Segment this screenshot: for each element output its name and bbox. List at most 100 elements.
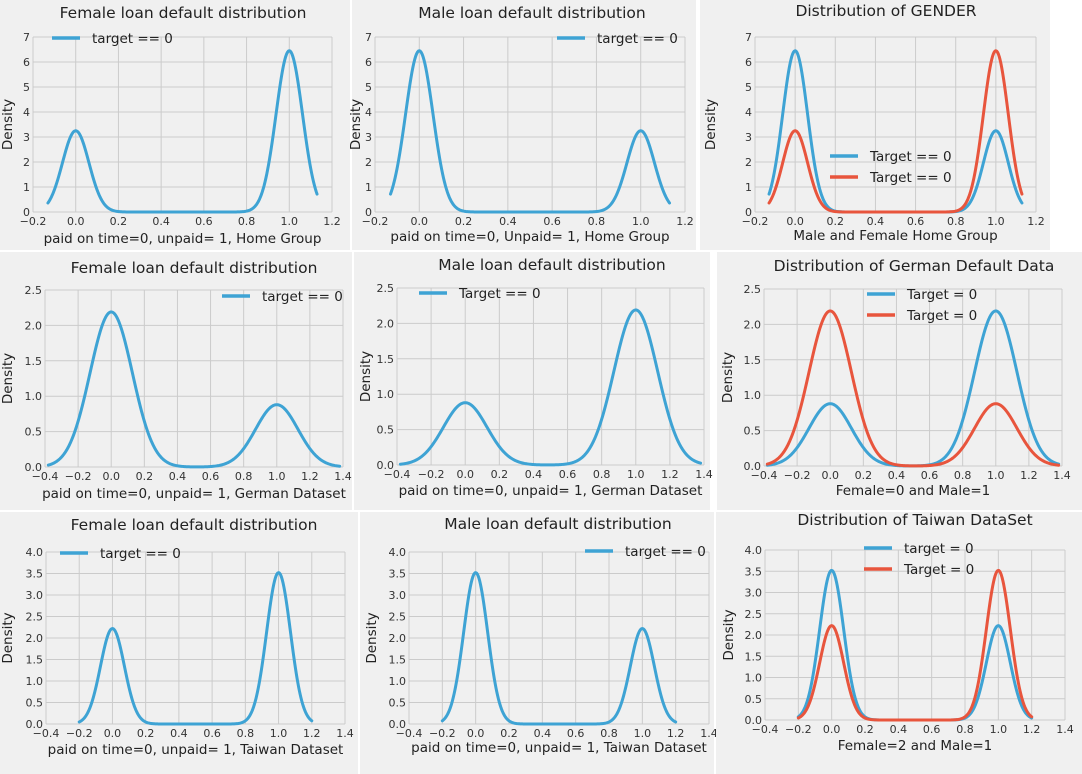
x-tick-label: 0.0 bbox=[786, 215, 804, 228]
y-tick-label: 2.0 bbox=[744, 318, 762, 331]
y-tick-label: 5 bbox=[745, 81, 752, 94]
y-tick-label: 1 bbox=[23, 181, 30, 194]
chart-panel: −0.2 0.0 0.2 0.4 0.6 0.8 1.0 1.2 0 1 2 3 4 5 6 7 target … bbox=[0, 0, 350, 250]
x-tick-label: 0.4 bbox=[867, 215, 885, 228]
legend-label: target == 0 bbox=[597, 31, 678, 47]
x-tick-label: 0.0 bbox=[456, 468, 474, 481]
x-tick-label: 0.6 bbox=[559, 468, 577, 481]
x-tick-label: 1.4 bbox=[1056, 723, 1074, 736]
x-tick-label: 0.2 bbox=[856, 723, 874, 736]
y-axis-label: Density bbox=[720, 352, 736, 403]
y-tick-label: 1.5 bbox=[744, 354, 762, 367]
chart-title: Female loan default distribution bbox=[71, 259, 318, 277]
y-tick-label: 6 bbox=[745, 56, 752, 69]
x-tick-label: 0.2 bbox=[855, 469, 873, 482]
y-tick-label: 0 bbox=[745, 206, 752, 219]
legend-label: target == 0 bbox=[262, 289, 343, 305]
y-tick-label: 0.0 bbox=[377, 459, 395, 472]
y-axis-label: Density bbox=[0, 353, 16, 404]
y-tick-label: 1.5 bbox=[377, 353, 395, 366]
chart-title: Female loan default distribution bbox=[71, 516, 318, 534]
y-tick-label: 6 bbox=[365, 56, 372, 69]
x-axis-label: paid on time=0, unpaid= 1, German Datase… bbox=[399, 483, 703, 499]
y-tick-label: 7 bbox=[365, 31, 372, 44]
x-tick-label: 0.6 bbox=[923, 723, 941, 736]
x-tick-label: 1.0 bbox=[627, 468, 645, 481]
y-tick-label: 4.0 bbox=[745, 544, 763, 557]
y-tick-label: 2.5 bbox=[26, 611, 44, 624]
x-tick-label: 0.4 bbox=[169, 470, 187, 483]
y-tick-label: 3 bbox=[745, 131, 752, 144]
y-tick-label: 2.5 bbox=[377, 282, 395, 295]
x-tick-label: −0.4 bbox=[751, 469, 778, 482]
x-tick-label: 0.0 bbox=[411, 215, 429, 228]
y-tick-label: 1.5 bbox=[26, 654, 44, 667]
y-tick-label: 7 bbox=[745, 31, 752, 44]
x-tick-label: 0.8 bbox=[947, 215, 965, 228]
x-tick-label: 1.4 bbox=[695, 468, 713, 481]
y-tick-label: 2 bbox=[23, 156, 30, 169]
x-tick-label: −0.2 bbox=[785, 723, 812, 736]
x-tick-label: 0.0 bbox=[467, 727, 485, 740]
x-tick-label: 0.8 bbox=[600, 727, 618, 740]
series-line bbox=[765, 309, 1061, 468]
x-tick-label: −0.2 bbox=[784, 469, 811, 482]
y-tick-label: 1 bbox=[365, 181, 372, 194]
x-tick-label: 0.0 bbox=[102, 470, 120, 483]
x-tick-label: 0.6 bbox=[203, 727, 221, 740]
x-tick-label: 0.8 bbox=[954, 469, 972, 482]
chart-svg: −0.4 −0.2 0.0 0.2 0.4 0.6 0.8 1.0 1.2 1.4 0.0 0.5 1.… bbox=[0, 516, 354, 758]
x-tick-label: −0.2 bbox=[362, 215, 389, 228]
chart-panel: −0.4 −0.2 0.0 0.2 0.4 0.6 0.8 1.0 1.2 1.4 0.0 0.5 1.… bbox=[716, 511, 1082, 774]
chart-title: Male loan default distribution bbox=[444, 515, 671, 533]
x-tick-label: 0.0 bbox=[67, 215, 85, 228]
x-axis-label: Female=0 and Male=1 bbox=[836, 483, 991, 499]
x-tick-label: 1.4 bbox=[1053, 469, 1071, 482]
legend-label: Target = 0 bbox=[906, 308, 977, 324]
chart-panel: −0.2 0.0 0.2 0.4 0.6 0.8 1.0 1.2 0 1 2 3 4 5 6 7 Target … bbox=[700, 0, 1050, 250]
y-tick-label: 1.5 bbox=[389, 654, 407, 667]
x-tick-label: −0.2 bbox=[429, 727, 456, 740]
x-tick-label: −0.4 bbox=[384, 468, 411, 481]
chart-panel: −0.4 −0.2 0.0 0.2 0.4 0.6 0.8 1.0 1.2 1.4 0.0 0.5 1.… bbox=[354, 252, 713, 510]
x-axis-label: paid on time=0, unpaid= 1, Taiwan Datase… bbox=[48, 742, 344, 758]
y-tick-label: 4.0 bbox=[389, 546, 407, 559]
x-tick-label: 1.2 bbox=[1027, 215, 1045, 228]
x-axis-label: Male and Female Home Group bbox=[793, 228, 997, 244]
x-tick-label: 1.0 bbox=[281, 215, 299, 228]
legend-label: Target = 0 bbox=[903, 562, 974, 578]
chart-panel: −0.4 −0.2 0.0 0.2 0.4 0.6 0.8 1.0 1.2 1.4 0.0 0.5 1.… bbox=[360, 512, 718, 774]
x-tick-label: 0.8 bbox=[237, 727, 255, 740]
series-line bbox=[398, 308, 703, 467]
y-tick-label: 1.5 bbox=[745, 650, 763, 663]
y-axis-label: Density bbox=[0, 99, 16, 150]
series-line bbox=[440, 571, 678, 726]
y-tick-label: 1.0 bbox=[26, 675, 44, 688]
chart-panel: −0.2 0.0 0.2 0.4 0.6 0.8 1.0 1.2 0 1 2 3 4 5 6 7 target … bbox=[348, 0, 696, 250]
y-tick-label: 2.0 bbox=[377, 317, 395, 330]
legend-label: Target == 0 bbox=[869, 170, 952, 186]
x-tick-label: 0.8 bbox=[238, 215, 256, 228]
chart-title: Female loan default distribution bbox=[60, 4, 307, 22]
legend-label: target == 0 bbox=[92, 31, 173, 47]
y-tick-label: 1.0 bbox=[745, 672, 763, 685]
chart-svg: −0.2 0.0 0.2 0.4 0.6 0.8 1.0 1.2 0 1 2 3 4 5 6 7 target … bbox=[0, 4, 341, 247]
x-tick-label: 1.4 bbox=[700, 727, 718, 740]
x-tick-label: −0.2 bbox=[66, 727, 93, 740]
x-tick-label: 1.2 bbox=[1023, 723, 1041, 736]
y-tick-label: 0.0 bbox=[26, 718, 44, 731]
x-tick-label: −0.2 bbox=[20, 215, 47, 228]
chart-panel: −0.4 −0.2 0.0 0.2 0.4 0.6 0.8 1.0 1.2 1.4 0.0 0.5 1.… bbox=[717, 252, 1082, 510]
y-tick-label: 0.5 bbox=[745, 693, 763, 706]
y-tick-label: 3.5 bbox=[745, 565, 763, 578]
x-tick-label: 1.4 bbox=[336, 727, 354, 740]
y-tick-label: 1.5 bbox=[25, 355, 43, 368]
y-tick-label: 3.0 bbox=[745, 587, 763, 600]
chart-svg: −0.4 −0.2 0.0 0.2 0.4 0.6 0.8 1.0 1.2 1.4 0.0 0.5 1.… bbox=[358, 256, 713, 499]
x-axis-label: paid on time=0, Unpaid= 1, Home Group bbox=[390, 229, 669, 245]
series-line bbox=[765, 309, 1061, 468]
x-tick-label: 1.2 bbox=[1020, 469, 1038, 482]
series-line bbox=[46, 49, 319, 214]
x-axis-label: Female=2 and Male=1 bbox=[838, 738, 993, 754]
y-tick-label: 0.5 bbox=[389, 697, 407, 710]
